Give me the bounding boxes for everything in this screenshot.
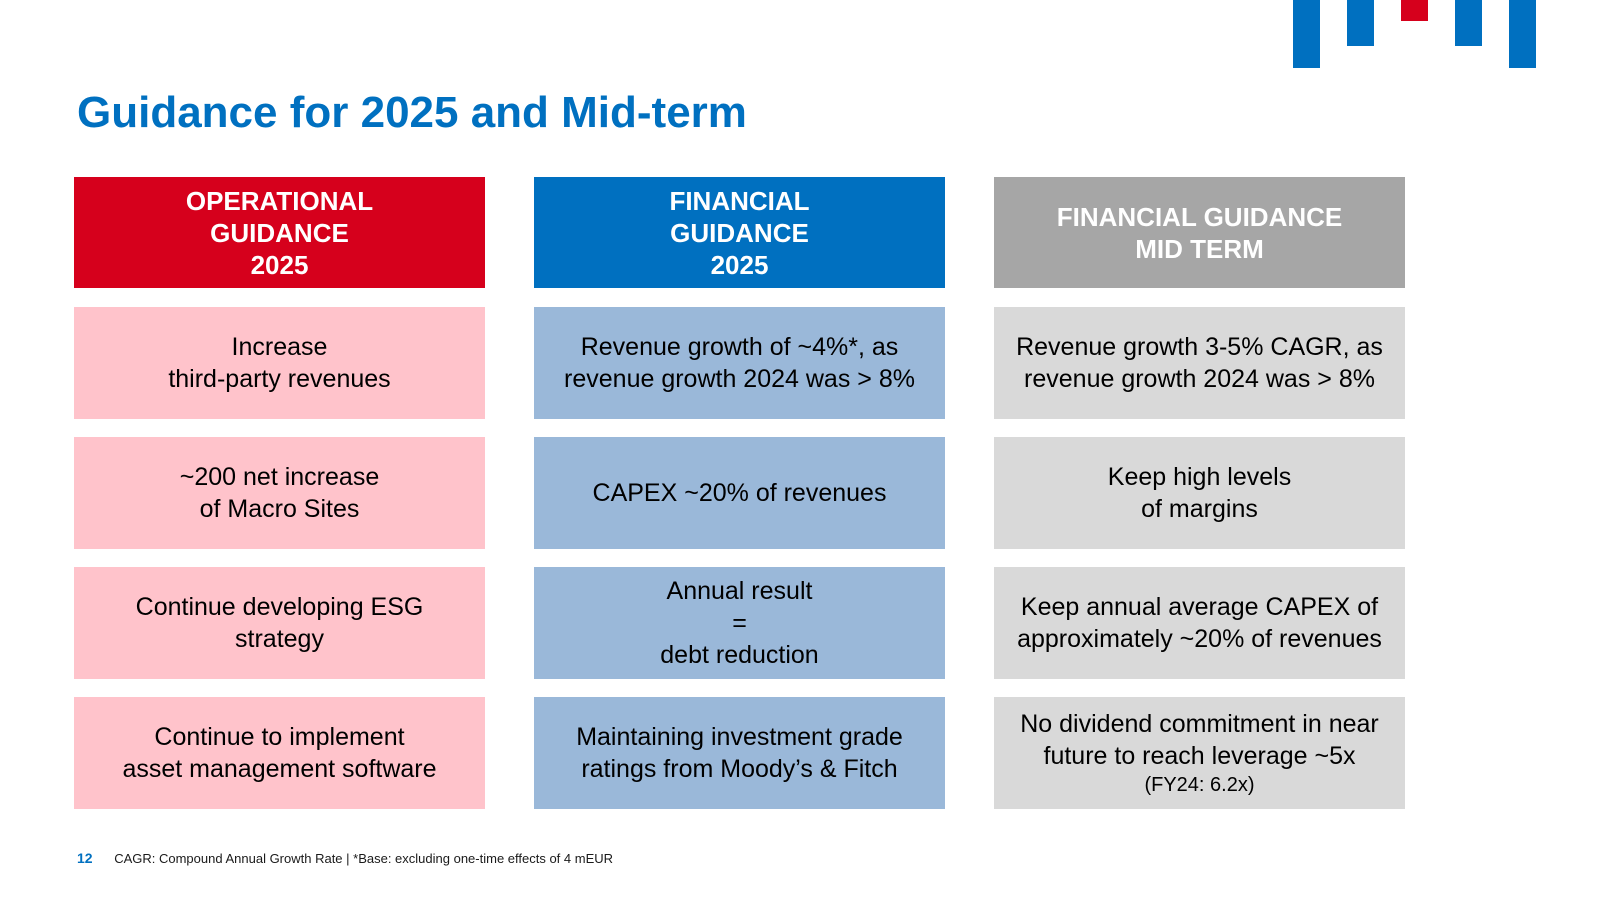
guidance-cell: Revenue growth 3-5% CAGR, as revenue gro… [994,307,1405,419]
guidance-cell: Revenue growth of ~4%*, as revenue growt… [534,307,945,419]
footer: 12 CAGR: Compound Annual Growth Rate | *… [77,850,613,866]
guidance-cell: Keep annual average CAPEX of approximate… [994,567,1405,679]
cell-text: Maintaining investment grade ratings fro… [576,723,903,783]
guidance-cell: ~200 net increase of Macro Sites [74,437,485,549]
column-financial-guidance-mid-term: FINANCIAL GUIDANCE MID TERM Revenue grow… [994,177,1405,809]
cell-text: Continue to implement asset management s… [122,723,437,783]
cell-text: Revenue growth 3-5% CAGR, as revenue gro… [1016,333,1383,393]
logo-bar-3 [1401,0,1428,21]
logo-bar-4 [1455,0,1482,46]
guidance-cell: Keep high levels of margins [994,437,1405,549]
guidance-cell: Annual result = debt reduction [534,567,945,679]
footnote: CAGR: Compound Annual Growth Rate | *Bas… [114,851,614,866]
page-title: Guidance for 2025 and Mid-term [77,88,747,137]
guidance-cell: No dividend commitment in near future to… [994,697,1405,809]
cell-text: Annual result = debt reduction [660,577,819,669]
column-operational-guidance: OPERATIONAL GUIDANCE 2025 Increase third… [74,177,485,809]
cell-text: ~200 net increase of Macro Sites [179,463,380,523]
page-number: 12 [77,850,93,866]
logo-bar-1 [1293,0,1320,68]
guidance-cell: CAPEX ~20% of revenues [534,437,945,549]
cell-text: Increase third-party revenues [168,333,391,393]
guidance-cell: Continue developing ESG strategy [74,567,485,679]
cell-text: CAPEX ~20% of revenues [592,479,887,507]
logo-bar-2 [1347,0,1374,46]
column-header-financial-mid-term: FINANCIAL GUIDANCE MID TERM [994,177,1405,288]
guidance-cell: Maintaining investment grade ratings fro… [534,697,945,809]
column-financial-guidance-2025: FINANCIAL GUIDANCE 2025 Revenue growth o… [534,177,945,809]
cell-text: No dividend commitment in near future to… [1020,710,1379,770]
cell-text: Keep high levels of margins [1107,463,1292,523]
cell-text: Revenue growth of ~4%*, as revenue growt… [564,333,915,393]
cell-text: Keep annual average CAPEX of approximate… [1017,593,1382,653]
cell-text: Continue developing ESG strategy [135,593,424,653]
logo-bar-5 [1509,0,1536,68]
guidance-cell: Increase third-party revenues [74,307,485,419]
column-header-operational: OPERATIONAL GUIDANCE 2025 [74,177,485,288]
cell-subtext: (FY24: 6.2x) [1144,774,1255,796]
guidance-cell: Continue to implement asset management s… [74,697,485,809]
column-header-financial-2025: FINANCIAL GUIDANCE 2025 [534,177,945,288]
